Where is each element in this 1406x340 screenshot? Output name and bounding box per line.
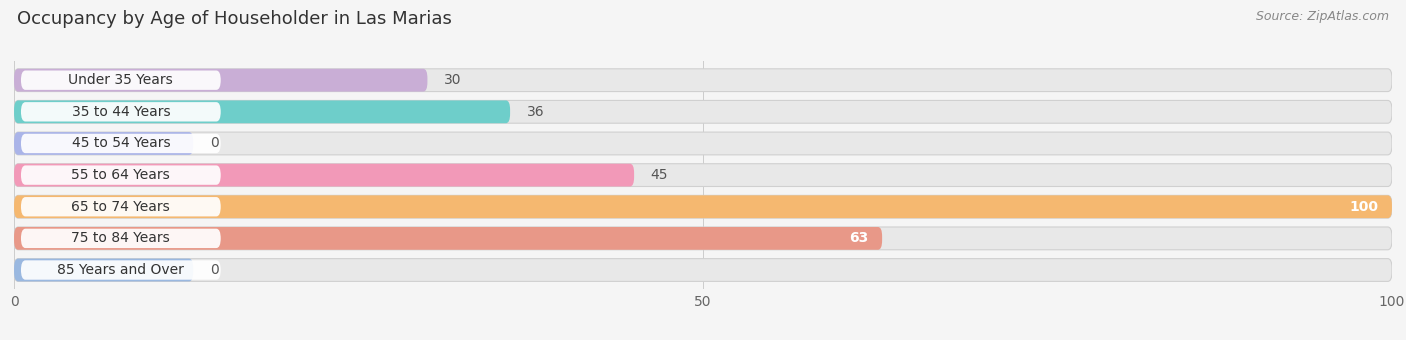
FancyBboxPatch shape: [14, 164, 634, 186]
Text: 0: 0: [209, 136, 218, 151]
Text: Under 35 Years: Under 35 Years: [69, 73, 173, 87]
FancyBboxPatch shape: [14, 69, 1392, 91]
FancyBboxPatch shape: [14, 195, 1392, 218]
FancyBboxPatch shape: [14, 259, 1392, 282]
Text: Occupancy by Age of Householder in Las Marias: Occupancy by Age of Householder in Las M…: [17, 10, 451, 28]
Text: 0: 0: [209, 263, 218, 277]
FancyBboxPatch shape: [21, 260, 221, 280]
Text: 75 to 84 Years: 75 to 84 Years: [72, 232, 170, 245]
FancyBboxPatch shape: [21, 70, 221, 90]
FancyBboxPatch shape: [21, 229, 221, 248]
FancyBboxPatch shape: [14, 100, 510, 123]
Text: 36: 36: [527, 105, 544, 119]
Text: 63: 63: [849, 232, 869, 245]
FancyBboxPatch shape: [14, 132, 1392, 155]
FancyBboxPatch shape: [14, 164, 1392, 186]
FancyBboxPatch shape: [21, 102, 221, 121]
FancyBboxPatch shape: [14, 69, 427, 91]
FancyBboxPatch shape: [14, 227, 882, 250]
Text: Source: ZipAtlas.com: Source: ZipAtlas.com: [1256, 10, 1389, 23]
FancyBboxPatch shape: [14, 100, 1392, 123]
Text: 45: 45: [651, 168, 668, 182]
Text: 85 Years and Over: 85 Years and Over: [58, 263, 184, 277]
FancyBboxPatch shape: [21, 166, 221, 185]
Text: 30: 30: [444, 73, 461, 87]
FancyBboxPatch shape: [14, 227, 1392, 250]
Text: 65 to 74 Years: 65 to 74 Years: [72, 200, 170, 214]
FancyBboxPatch shape: [14, 259, 193, 282]
FancyBboxPatch shape: [21, 197, 221, 217]
FancyBboxPatch shape: [14, 195, 1392, 218]
Text: 55 to 64 Years: 55 to 64 Years: [72, 168, 170, 182]
Text: 100: 100: [1350, 200, 1378, 214]
Text: 35 to 44 Years: 35 to 44 Years: [72, 105, 170, 119]
FancyBboxPatch shape: [14, 132, 193, 155]
FancyBboxPatch shape: [21, 134, 221, 153]
Text: 45 to 54 Years: 45 to 54 Years: [72, 136, 170, 151]
